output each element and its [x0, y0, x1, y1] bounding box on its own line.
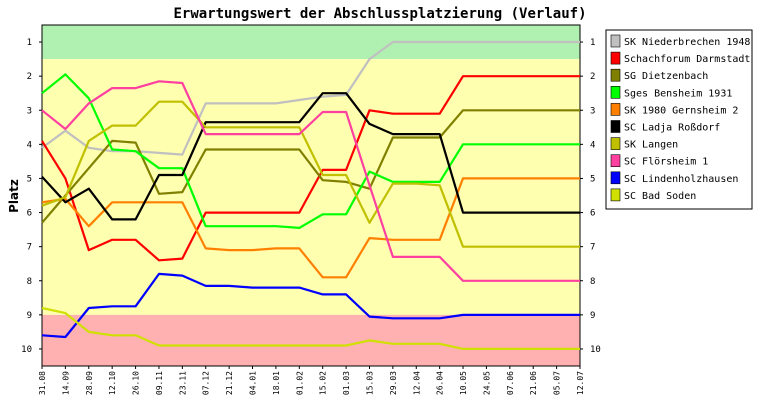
- x-tick-label: 21.06: [529, 371, 538, 395]
- legend-swatch: [610, 34, 621, 48]
- y-tick-label-right: 8: [590, 277, 595, 287]
- y-tick-label-left: 3: [27, 106, 32, 116]
- legend-label: SK Niederbrechen 1948: [624, 37, 750, 48]
- x-tick-label: 26.10: [132, 371, 141, 395]
- y-tick-label-right: 1: [590, 38, 595, 48]
- x-tick-label: 12.07: [576, 371, 585, 395]
- y-tick-label-left: 7: [27, 243, 32, 253]
- x-tick-label: 09.11: [155, 371, 164, 395]
- x-tick-label: 07.12: [202, 371, 211, 395]
- x-tick-label: 10.05: [459, 371, 468, 395]
- y-tick-label-right: 9: [590, 311, 595, 321]
- legend-swatch: [610, 171, 621, 185]
- y-tick-label-left: 9: [27, 311, 32, 321]
- series-line-2: [41, 109, 580, 224]
- y-tick-label-right: 10: [590, 345, 601, 355]
- series-line-4: [41, 177, 580, 279]
- series-line-1: [41, 75, 580, 262]
- x-tick-label: 15.03: [365, 371, 374, 395]
- y-tick-label-left: 8: [27, 277, 32, 287]
- legend-label: SG Dietzenbach: [624, 71, 708, 82]
- y-tick-label-left: 1: [27, 38, 32, 48]
- legend-swatch: [610, 51, 621, 65]
- legend-label: SK 1980 Gernsheim 2: [624, 105, 738, 116]
- legend: SK Niederbrechen 1948 Schachforum Darmsta…: [605, 29, 753, 210]
- series-line-3: [41, 73, 580, 229]
- y-tick-label-right: 4: [590, 140, 595, 150]
- legend-label: Sges Bensheim 1931: [624, 88, 732, 99]
- x-tick-label: 29.03: [389, 371, 398, 395]
- x-tick-label: 18.01: [272, 371, 281, 395]
- y-tick-label-right: 7: [590, 243, 595, 253]
- x-tick-label: 12.04: [412, 371, 421, 395]
- x-tick-label: 21.12: [225, 371, 234, 395]
- x-tick-label: 01.03: [342, 371, 351, 395]
- chart-title: Erwartungswert der Abschlussplatzierung …: [173, 6, 586, 22]
- y-axis-label: Platz: [7, 179, 21, 213]
- y-tick-label-right: 6: [590, 209, 595, 219]
- x-tick-label: 28.09: [85, 371, 94, 395]
- legend-box: [605, 29, 753, 210]
- x-tick-label: 31.08: [38, 371, 47, 395]
- x-tick-label: 23.11: [178, 371, 187, 395]
- y-tick-label-left: 4: [27, 140, 32, 150]
- legend-swatch: [610, 86, 621, 99]
- plot-frame: [41, 24, 581, 367]
- series-line-8: [41, 272, 580, 339]
- y-tick-label-left: 10: [21, 345, 32, 355]
- legend-swatch: [610, 137, 621, 150]
- y-tick-label-left: 6: [27, 209, 32, 219]
- series-line-7: [41, 80, 580, 282]
- legend-label: SC Lindenholzhausen: [624, 174, 738, 185]
- series-line-5: [41, 92, 580, 221]
- x-tick-label: 24.05: [482, 371, 491, 395]
- x-tick-label: 26.04: [436, 371, 445, 395]
- x-tick-label: 14.09: [61, 371, 70, 395]
- legend-swatch: [610, 154, 621, 167]
- legend-label: SC Bad Soden: [624, 191, 696, 202]
- x-tick-label: 07.06: [506, 371, 515, 395]
- y-tick-label-right: 5: [590, 174, 595, 184]
- y-tick-label-right: 3: [590, 106, 595, 116]
- x-tick-label: 01.02: [295, 371, 304, 395]
- x-tick-label: 05.07: [553, 371, 562, 395]
- y-tick-label-left: 5: [27, 174, 32, 184]
- band-1: [42, 59, 580, 315]
- x-tick-label: 04.01: [249, 371, 258, 395]
- series-line-6: [41, 100, 580, 248]
- legend-swatch: [610, 188, 621, 202]
- legend-label: SC Ladja Roßdorf: [624, 123, 720, 134]
- y-tick-label-left: 2: [27, 72, 32, 82]
- legend-label: SK Langen: [624, 140, 678, 151]
- x-tick-label: 12.10: [108, 371, 117, 395]
- y-tick-label-right: 2: [590, 72, 595, 82]
- x-tick-label: 15.02: [319, 371, 328, 395]
- legend-swatch: [610, 120, 621, 133]
- plot-area: 1 1 2 2 3 3 4 4 5 5 6 6 7 7 8 8 9 9 10 10 31.08 14.09 28.09 12.…: [21, 24, 601, 395]
- band-2: [42, 314, 580, 366]
- legend-label: SC Flörsheim 1: [624, 157, 708, 168]
- legend-label: Schachforum Darmstadt: [624, 54, 750, 65]
- series-line-9: [41, 306, 580, 350]
- legend-swatch: [610, 68, 621, 82]
- legend-swatch: [610, 103, 621, 116]
